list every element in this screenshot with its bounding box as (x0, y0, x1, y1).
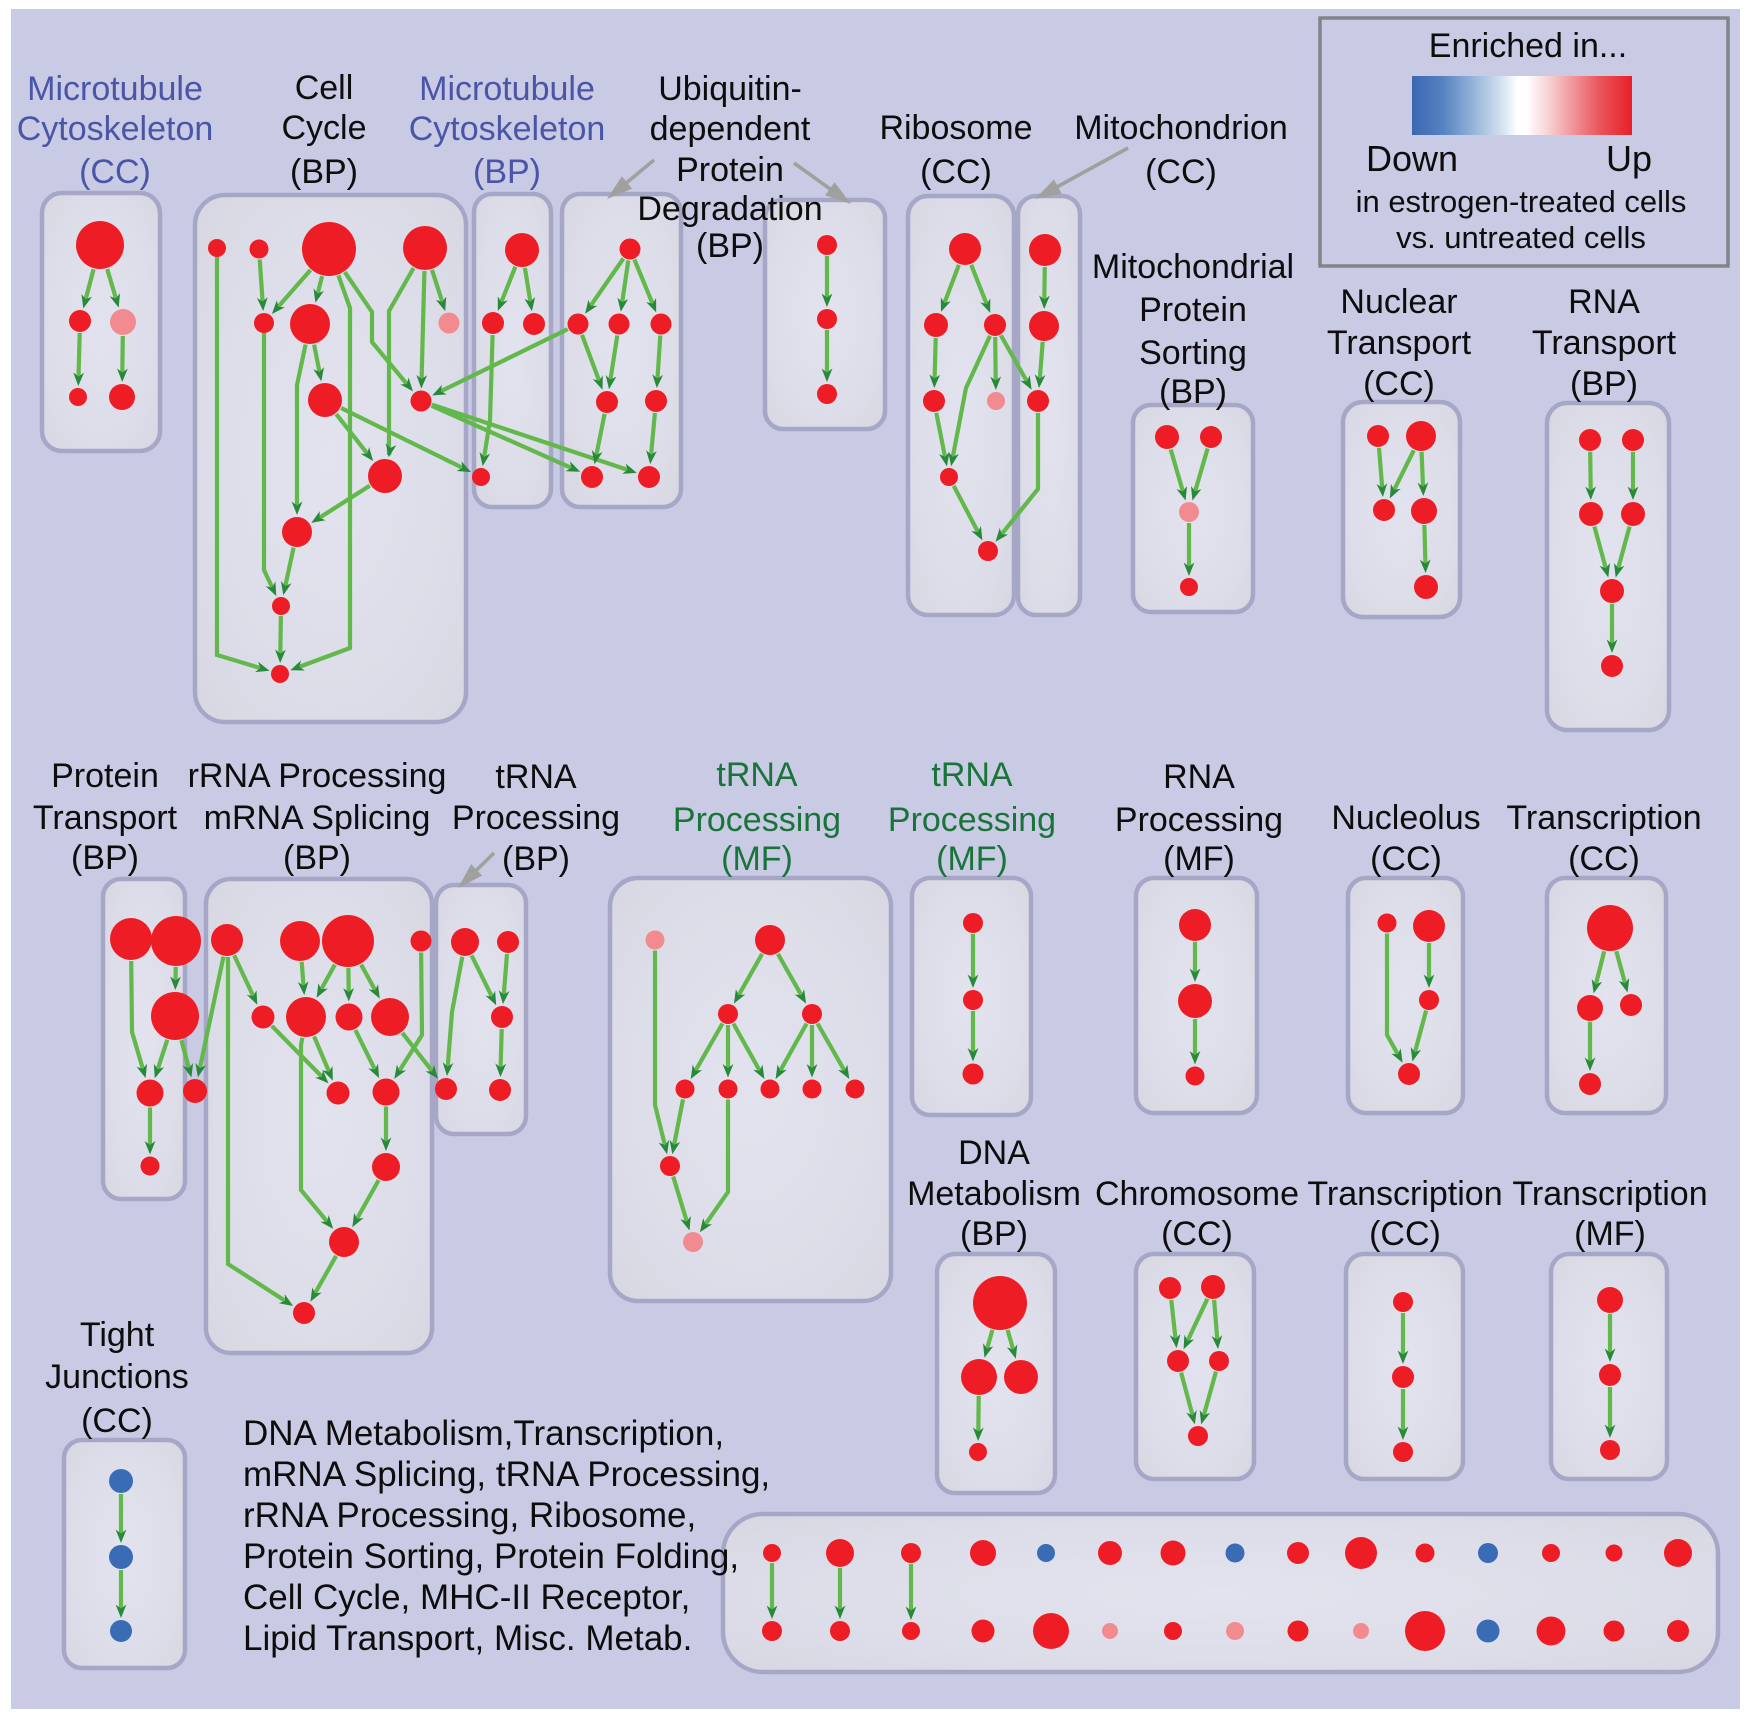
svg-text:Down: Down (1366, 138, 1458, 179)
svg-text:Sorting: Sorting (1139, 334, 1247, 372)
svg-text:(CC): (CC) (79, 153, 151, 191)
svg-text:Enriched in...: Enriched in... (1429, 27, 1627, 65)
svg-text:Ubiquitin-: Ubiquitin- (658, 70, 802, 108)
svg-text:Cycle: Cycle (281, 109, 366, 147)
svg-text:Cell: Cell (295, 69, 354, 107)
svg-text:Protein Sorting, Protein Foldi: Protein Sorting, Protein Folding, (243, 1537, 739, 1576)
svg-text:(BP): (BP) (1570, 365, 1638, 403)
svg-text:Processing: Processing (888, 801, 1056, 839)
svg-text:Cytoskeleton: Cytoskeleton (409, 110, 606, 148)
svg-text:RNA: RNA (1163, 758, 1235, 796)
svg-text:Protein: Protein (1139, 291, 1247, 329)
svg-text:RNA: RNA (1568, 283, 1640, 321)
svg-text:Nuclear: Nuclear (1340, 283, 1457, 321)
svg-text:(BP): (BP) (1159, 373, 1227, 411)
svg-text:(BP): (BP) (473, 153, 541, 191)
svg-text:(BP): (BP) (290, 153, 358, 191)
svg-text:Chromosome: Chromosome (1095, 1175, 1299, 1213)
svg-text:(MF): (MF) (1574, 1215, 1646, 1253)
svg-text:(CC): (CC) (1363, 365, 1435, 403)
svg-text:(MF): (MF) (936, 840, 1008, 878)
svg-text:in estrogen-treated cells: in estrogen-treated cells (1356, 184, 1687, 219)
svg-text:Lipid Transport, Misc. Metab.: Lipid Transport, Misc. Metab. (243, 1619, 692, 1658)
svg-text:Metabolism: Metabolism (907, 1175, 1081, 1213)
svg-text:(CC): (CC) (1369, 1215, 1441, 1253)
svg-text:rRNA Processing: rRNA Processing (188, 757, 447, 795)
svg-text:Transcription: Transcription (1307, 1175, 1502, 1213)
svg-text:rRNA Processing, Ribosome,: rRNA Processing, Ribosome, (243, 1496, 696, 1535)
svg-text:Cell Cycle, MHC-II Receptor,: Cell Cycle, MHC-II Receptor, (243, 1578, 690, 1617)
svg-text:tRNA: tRNA (495, 758, 577, 796)
svg-text:(MF): (MF) (721, 840, 793, 878)
svg-text:Ribosome: Ribosome (879, 109, 1032, 147)
svg-text:tRNA: tRNA (716, 756, 798, 794)
svg-text:mRNA Splicing, tRNA Processing: mRNA Splicing, tRNA Processing, (243, 1455, 770, 1494)
svg-text:Cytoskeleton: Cytoskeleton (17, 110, 214, 148)
svg-text:Mitochondrial: Mitochondrial (1092, 248, 1294, 286)
svg-text:Transport: Transport (1327, 324, 1472, 362)
svg-text:(BP): (BP) (960, 1215, 1028, 1253)
svg-text:(BP): (BP) (696, 227, 764, 265)
svg-text:Junctions: Junctions (45, 1358, 189, 1396)
svg-text:(MF): (MF) (1163, 840, 1235, 878)
svg-text:(CC): (CC) (1145, 153, 1217, 191)
svg-text:tRNA: tRNA (931, 756, 1013, 794)
svg-text:Processing: Processing (673, 801, 841, 839)
svg-text:(BP): (BP) (71, 839, 139, 877)
svg-text:Processing: Processing (452, 799, 620, 837)
svg-text:Tight: Tight (80, 1316, 155, 1354)
svg-text:(CC): (CC) (1370, 840, 1442, 878)
svg-text:Nucleolus: Nucleolus (1331, 799, 1480, 837)
svg-text:Processing: Processing (1115, 801, 1283, 839)
svg-text:dependent: dependent (650, 110, 811, 148)
svg-text:(CC): (CC) (1161, 1215, 1233, 1253)
svg-text:Degradation: Degradation (637, 190, 822, 228)
svg-text:DNA Metabolism,Transcription,: DNA Metabolism,Transcription, (243, 1414, 724, 1453)
svg-text:Microtubule: Microtubule (27, 70, 203, 108)
svg-text:(CC): (CC) (1568, 840, 1640, 878)
svg-text:(BP): (BP) (283, 839, 351, 877)
svg-text:Microtubule: Microtubule (419, 70, 595, 108)
svg-text:(CC): (CC) (81, 1402, 153, 1440)
svg-text:(BP): (BP) (502, 840, 570, 878)
svg-text:Protein: Protein (51, 757, 159, 795)
svg-text:Mitochondrion: Mitochondrion (1074, 109, 1288, 147)
svg-text:Protein: Protein (676, 151, 784, 189)
svg-text:DNA: DNA (958, 1134, 1030, 1172)
svg-text:(CC): (CC) (920, 153, 992, 191)
svg-text:Transport: Transport (1532, 324, 1677, 362)
svg-text:Transport: Transport (33, 799, 178, 837)
svg-text:Up: Up (1606, 138, 1652, 179)
svg-text:Transcription: Transcription (1506, 799, 1701, 837)
svg-text:vs. untreated cells: vs. untreated cells (1396, 220, 1646, 255)
svg-text:mRNA Splicing: mRNA Splicing (204, 799, 431, 837)
svg-text:Transcription: Transcription (1512, 1175, 1707, 1213)
